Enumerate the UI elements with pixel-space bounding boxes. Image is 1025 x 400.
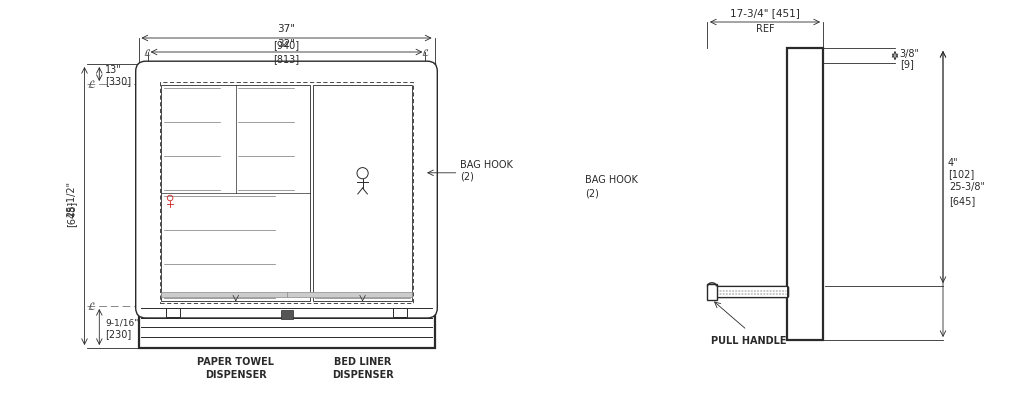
Text: $\mathcal{L}$: $\mathcal{L}$: [87, 78, 96, 90]
Text: 25-3/8": 25-3/8": [949, 182, 985, 192]
Text: 17-3/4" [451]: 17-3/4" [451]: [730, 8, 800, 18]
Text: $\mathcal{L}$: $\mathcal{L}$: [144, 47, 152, 58]
Text: 4": 4": [948, 158, 958, 168]
Text: 37": 37": [278, 24, 295, 34]
Bar: [161, 292, 412, 297]
Text: PAPER TOWEL
DISPENSER: PAPER TOWEL DISPENSER: [197, 357, 275, 380]
Text: 9-1/16": 9-1/16": [105, 318, 138, 328]
Text: 13": 13": [105, 65, 122, 75]
Text: BAG HOOK: BAG HOOK: [460, 160, 514, 170]
Text: 25-1/2": 25-1/2": [67, 181, 77, 217]
Text: REF: REF: [755, 24, 774, 34]
Text: (2): (2): [585, 189, 599, 199]
Text: [813]: [813]: [274, 54, 299, 64]
Bar: [707, 284, 718, 300]
Text: [940]: [940]: [274, 40, 299, 50]
Text: 3/8": 3/8": [900, 49, 919, 59]
Text: $\mathcal{L}$: $\mathcal{L}$: [87, 300, 96, 312]
Bar: [787, 48, 823, 340]
Text: [230]: [230]: [105, 329, 131, 339]
FancyBboxPatch shape: [135, 61, 438, 318]
Text: PULL HANDLE: PULL HANDLE: [711, 336, 787, 346]
Text: [648]: [648]: [67, 201, 77, 227]
Text: BED LINER
DISPENSER: BED LINER DISPENSER: [332, 357, 394, 380]
Bar: [161, 85, 311, 301]
FancyBboxPatch shape: [713, 286, 788, 298]
Bar: [281, 310, 292, 319]
Text: [9]: [9]: [900, 59, 913, 69]
Bar: [394, 308, 407, 317]
Text: [102]: [102]: [948, 169, 974, 179]
Text: [330]: [330]: [105, 76, 131, 86]
Bar: [314, 85, 412, 301]
Text: 32": 32": [278, 39, 295, 49]
FancyArrow shape: [162, 282, 167, 290]
Text: $\mathcal{L}$: $\mathcal{L}$: [421, 47, 429, 58]
Bar: [166, 308, 179, 317]
Text: BAG HOOK: BAG HOOK: [585, 175, 638, 185]
Bar: [138, 64, 435, 348]
Text: [645]: [645]: [949, 196, 975, 206]
Text: (2): (2): [460, 172, 475, 182]
